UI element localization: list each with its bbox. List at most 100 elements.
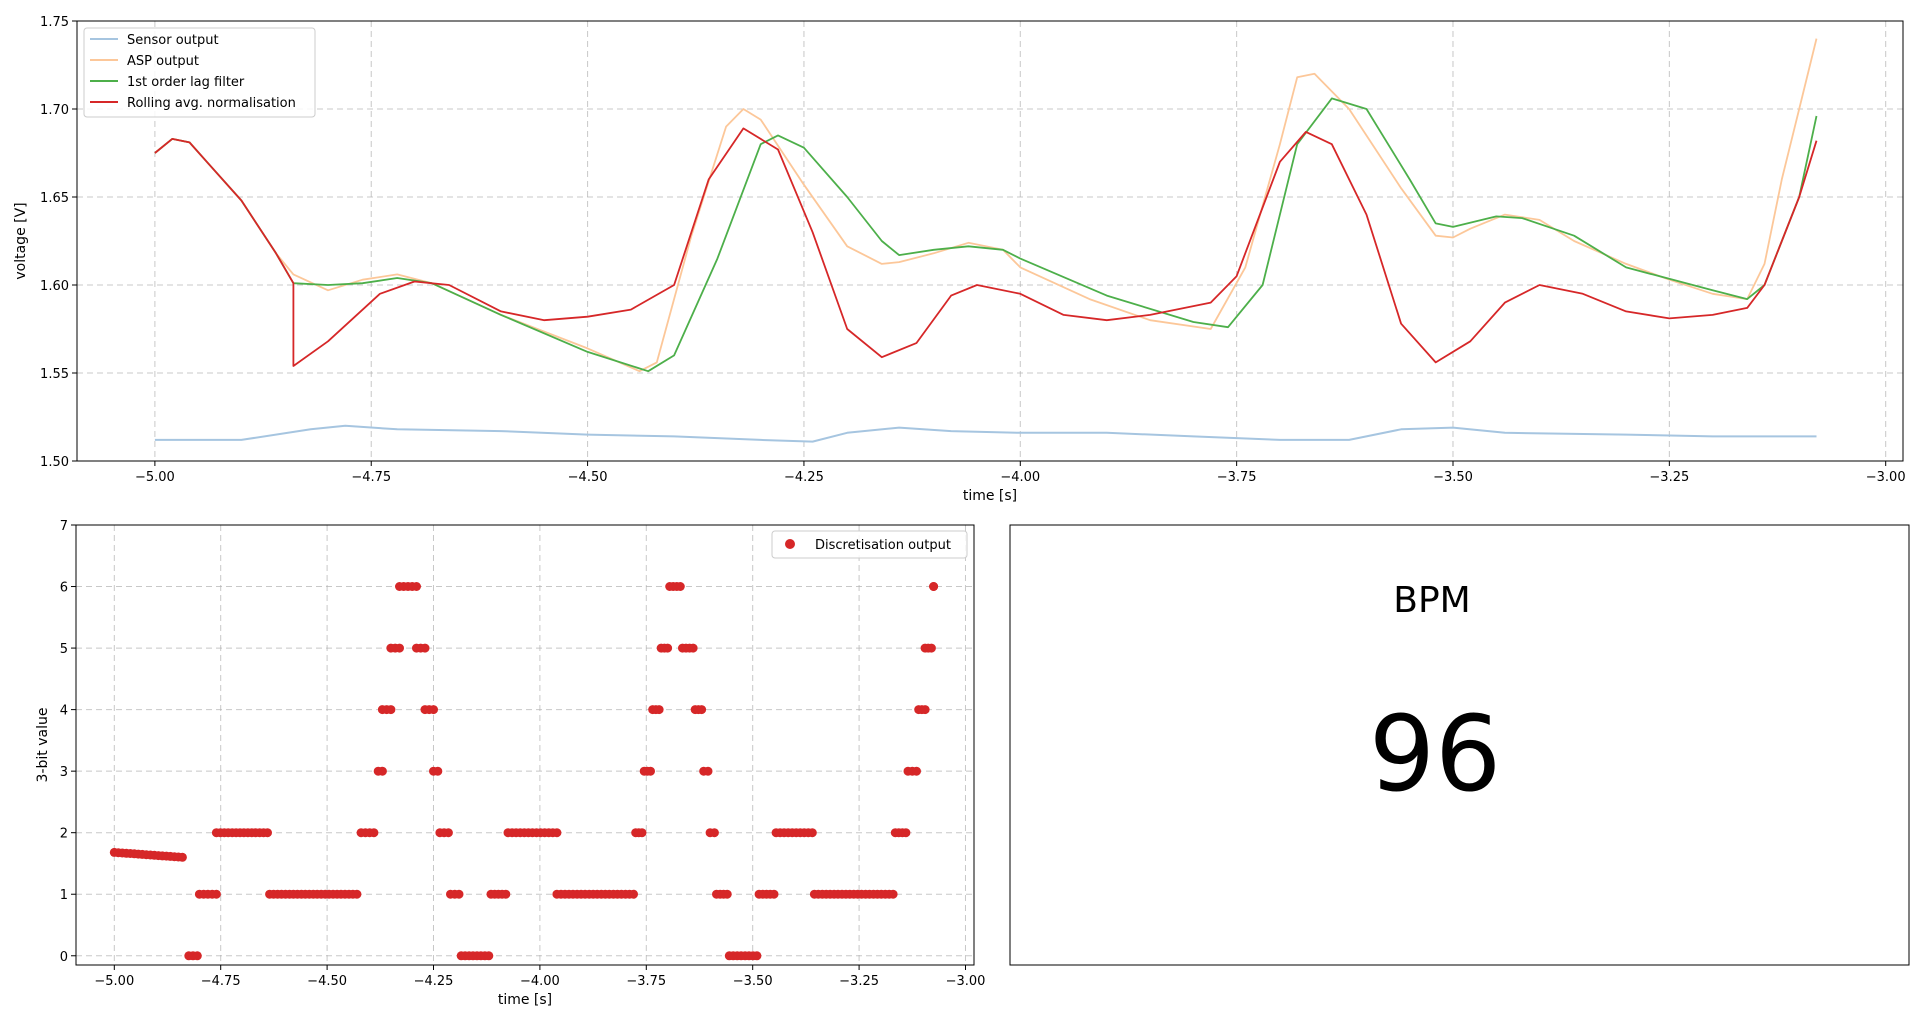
discretisation-chart: −5.00 −4.75 −4.50 −4.25 −4.00 −3.75 −3.50 −3.25… xyxy=(35,519,985,1008)
x-tick-label: −3.50 xyxy=(1433,470,1473,485)
discretisation-chart-frame xyxy=(75,524,975,966)
y-tick-label: 1.75 xyxy=(40,15,69,30)
discretisation-point xyxy=(688,643,698,653)
x-tick-label: −5.00 xyxy=(135,470,175,485)
legend-box xyxy=(771,530,968,559)
x-tick-label: −4.75 xyxy=(201,974,241,989)
discretisation-point xyxy=(697,705,707,715)
y-tick-label: 7 xyxy=(60,519,68,534)
discretisation-chart-y-ticks: 0 1 2 3 4 5 6 7 xyxy=(60,519,76,965)
y-tick-label: 4 xyxy=(60,704,68,719)
x-tick-label: −3.75 xyxy=(1217,470,1257,485)
y-tick-label: 1.55 xyxy=(40,367,69,382)
discretisation-chart-legend: Discretisation output xyxy=(771,530,968,559)
discretisation-point xyxy=(663,643,673,653)
series-line-0 xyxy=(154,424,1817,443)
y-tick-label: 1.70 xyxy=(40,103,69,118)
discretisation-point xyxy=(920,705,930,715)
voltage-chart-x-label: time [s] xyxy=(963,488,1017,504)
discretisation-point xyxy=(443,828,453,838)
legend-label: Sensor output xyxy=(127,33,219,48)
x-tick-label: −3.75 xyxy=(626,974,666,989)
x-tick-label: −4.75 xyxy=(351,470,391,485)
x-tick-label: −4.50 xyxy=(307,974,347,989)
discretisation-point xyxy=(177,852,187,862)
discretisation-point xyxy=(629,889,638,899)
discretisation-point xyxy=(722,889,732,899)
discretisation-point xyxy=(484,951,494,961)
discretisation-point xyxy=(929,582,939,591)
discretisation-point xyxy=(211,889,221,899)
discretisation-point xyxy=(386,705,396,715)
discretisation-point xyxy=(263,828,272,838)
x-tick-label: −3.25 xyxy=(839,974,879,989)
discretisation-point xyxy=(501,889,511,899)
legend-label: ASP output xyxy=(127,54,199,69)
voltage-chart-lines xyxy=(154,38,1818,443)
discretisation-point xyxy=(377,766,387,776)
discretisation-point xyxy=(901,828,911,838)
discretisation-point xyxy=(454,889,464,899)
y-tick-label: 5 xyxy=(60,642,68,657)
discretisation-point xyxy=(654,705,664,715)
voltage-chart-y-ticks: 1.50 1.55 1.60 1.65 1.70 1.75 xyxy=(40,15,77,470)
x-tick-label: −5.00 xyxy=(94,974,134,989)
discretisation-point xyxy=(703,766,713,776)
discretisation-point xyxy=(675,582,685,591)
discretisation-chart-x-ticks: −5.00 −4.75 −4.50 −4.25 −4.00 −3.75 −3.50 −3.25… xyxy=(94,965,985,989)
discretisation-point xyxy=(192,951,202,961)
x-tick-label: −3.50 xyxy=(733,974,773,989)
y-tick-label: 1 xyxy=(60,888,68,903)
x-tick-label: −4.00 xyxy=(520,974,560,989)
y-tick-label: 1.65 xyxy=(40,191,69,206)
x-tick-label: −3.00 xyxy=(946,974,986,989)
discretisation-chart-y-label: 3-bit value xyxy=(35,708,51,783)
series-line-2 xyxy=(154,97,1818,373)
voltage-chart-legend: Sensor output ASP output 1st order lag fil… xyxy=(83,27,316,118)
bpm-panel: BPM 96 xyxy=(1009,524,1910,966)
discretisation-point xyxy=(420,643,430,653)
voltage-chart-x-ticks: −5.00 −4.75 −4.50 −4.25 −4.00 −3.75 −3.50 −3.25… xyxy=(135,461,1906,485)
discretisation-point xyxy=(637,828,647,838)
x-tick-label: −4.50 xyxy=(568,470,608,485)
bpm-value: 96 xyxy=(1369,693,1501,815)
discretisation-point xyxy=(369,828,379,838)
voltage-chart-y-label: voltage [V] xyxy=(13,202,29,279)
discretisation-point xyxy=(429,705,438,715)
legend-label: Rolling avg. normalisation xyxy=(127,96,296,111)
y-tick-label: 0 xyxy=(60,950,68,965)
x-tick-label: −4.25 xyxy=(414,974,454,989)
y-tick-label: 1.50 xyxy=(40,455,69,470)
voltage-chart-frame xyxy=(76,20,1904,462)
discretisation-chart-grid xyxy=(76,524,974,965)
series-line-1 xyxy=(154,38,1818,373)
discretisation-point xyxy=(709,828,719,838)
discretisation-chart-points xyxy=(109,582,939,961)
discretisation-point xyxy=(912,766,921,776)
legend-label: 1st order lag filter xyxy=(127,75,245,90)
y-tick-label: 1.60 xyxy=(40,279,69,294)
discretisation-point xyxy=(412,582,421,591)
discretisation-point xyxy=(552,828,562,838)
series-line-3 xyxy=(154,127,1818,367)
discretisation-point xyxy=(807,828,817,838)
discretisation-point xyxy=(888,889,898,899)
discretisation-point xyxy=(395,643,404,653)
x-tick-label: −4.25 xyxy=(784,470,824,485)
discretisation-point xyxy=(433,766,443,776)
legend-label: Discretisation output xyxy=(815,538,951,553)
legend-marker xyxy=(785,539,795,549)
y-tick-label: 3 xyxy=(60,765,68,780)
x-tick-label: −4.00 xyxy=(1000,470,1040,485)
discretisation-point xyxy=(352,889,362,899)
discretisation-point xyxy=(752,951,762,961)
x-tick-label: −3.25 xyxy=(1649,470,1689,485)
legend-box xyxy=(83,27,316,118)
discretisation-chart-x-label: time [s] xyxy=(498,992,552,1008)
y-tick-label: 6 xyxy=(60,581,68,596)
x-tick-label: −3.00 xyxy=(1866,470,1906,485)
bpm-panel-frame xyxy=(1009,524,1910,966)
bpm-label: BPM xyxy=(1393,580,1470,621)
y-tick-label: 2 xyxy=(60,827,68,842)
